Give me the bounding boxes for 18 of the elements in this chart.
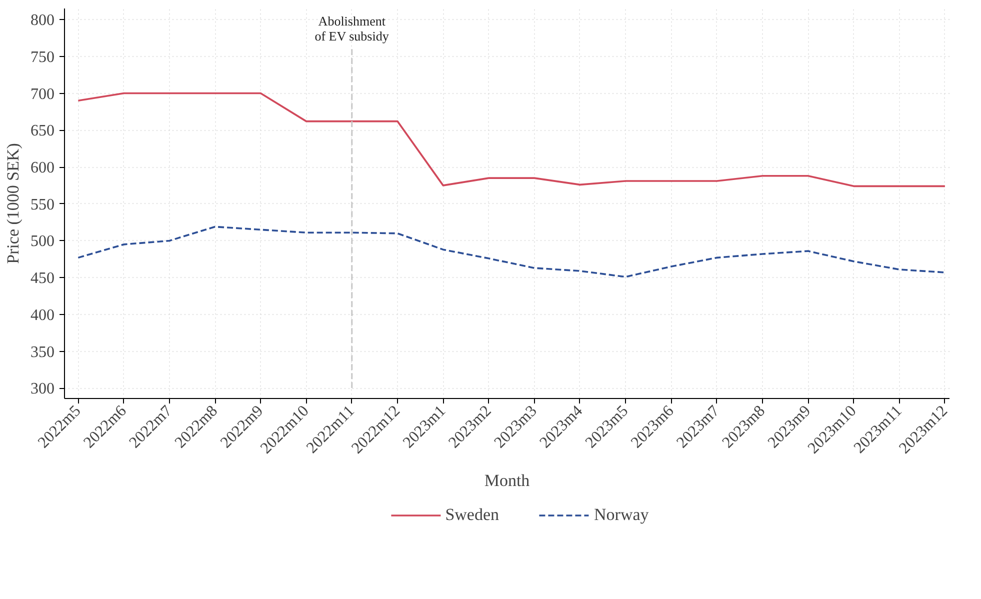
x-axis-title: Month xyxy=(484,471,530,490)
y-tick-label: 350 xyxy=(30,344,54,361)
y-tick-label: 400 xyxy=(30,306,54,324)
y-tick-label: 550 xyxy=(30,196,54,214)
y-tick-label: 300 xyxy=(30,380,54,398)
y-axis-title: Price (1000 SEK) xyxy=(4,143,22,264)
y-tick-label: 600 xyxy=(30,160,54,177)
y-tick-label: 650 xyxy=(30,122,54,140)
ref-line-label: Abolishment of EV subsidy xyxy=(314,14,390,44)
y-tick-label: 700 xyxy=(30,86,54,103)
legend-label: Norway xyxy=(594,505,649,525)
legend-label: Sweden xyxy=(445,505,500,525)
y-tick-label: 800 xyxy=(30,12,54,30)
y-tick-label: 750 xyxy=(30,48,54,66)
y-tick-label: 450 xyxy=(30,270,54,288)
line-series xyxy=(77,92,946,188)
y-tick-label: 500 xyxy=(30,233,54,250)
line-series xyxy=(77,226,946,278)
